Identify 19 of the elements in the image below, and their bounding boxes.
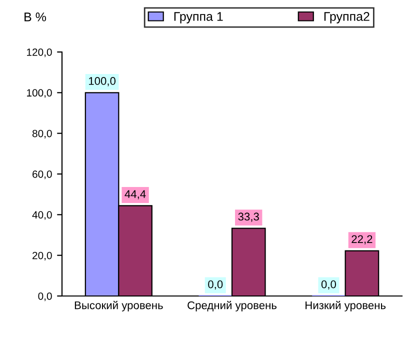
y-tick-label: 0,0 [38, 292, 52, 302]
x-tick-label: Средний уровень [188, 300, 277, 312]
data-label: 33,3 [238, 212, 259, 222]
data-label: 44,4 [124, 190, 146, 200]
data-label: 0,0 [321, 280, 336, 290]
legend-label: Группа2 [324, 12, 370, 24]
data-label: 100,0 [88, 77, 116, 86]
y-tick-label: 40,0 [32, 211, 52, 220]
y-tick-label: 100,0 [27, 89, 52, 98]
data-label: 0,0 [208, 280, 223, 290]
legend-label: Группа 1 [174, 12, 223, 24]
y-axis-title: В % [24, 12, 46, 22]
x-tick-label: Низкий уровень [306, 300, 386, 312]
y-tick-label: 60,0 [32, 170, 52, 180]
x-tick-label: Высокий уровень [74, 300, 163, 312]
y-tick-label: 120,0 [27, 48, 52, 58]
y-tick-label: 80,0 [32, 130, 52, 138]
y-tick-label: 20,0 [32, 252, 52, 260]
data-label: 22,2 [352, 235, 372, 244]
